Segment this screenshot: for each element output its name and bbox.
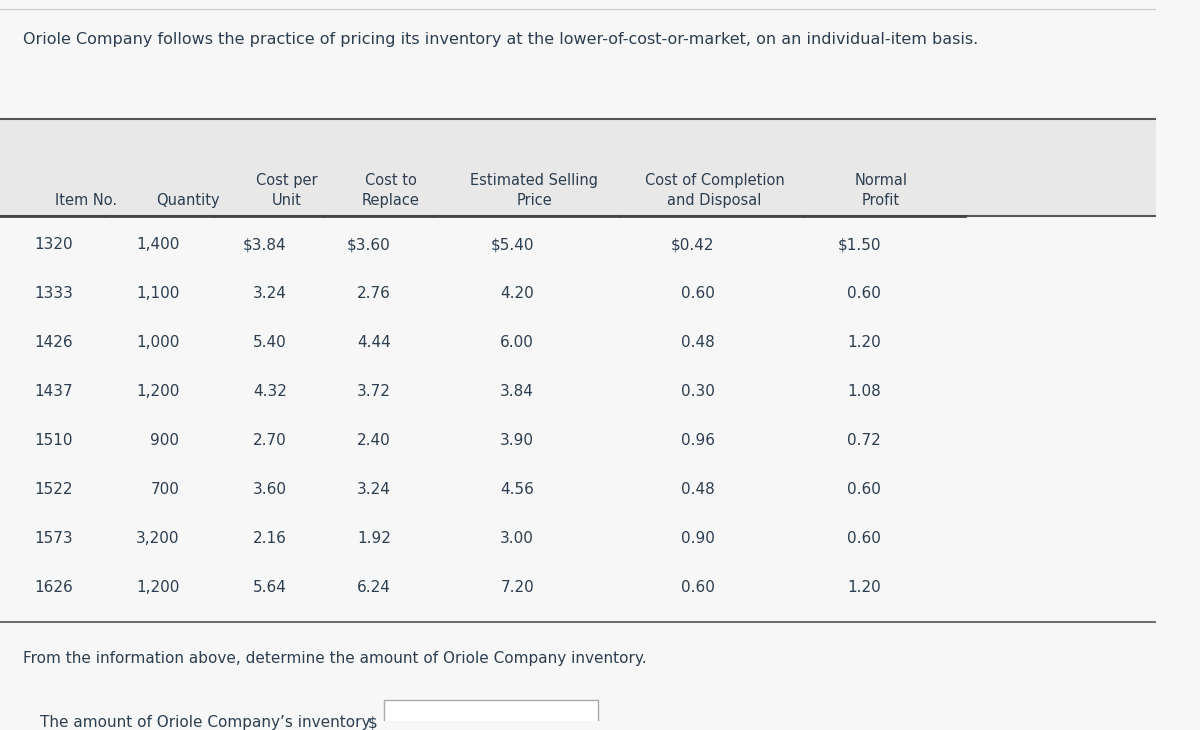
Text: 900: 900 [150, 434, 179, 448]
Text: 0.48: 0.48 [680, 335, 714, 350]
FancyBboxPatch shape [0, 119, 1156, 216]
Text: 1510: 1510 [35, 434, 73, 448]
Text: 1426: 1426 [35, 335, 73, 350]
Text: 0.72: 0.72 [847, 434, 881, 448]
Text: 1522: 1522 [35, 483, 73, 497]
Text: 0.60: 0.60 [680, 286, 714, 301]
Text: 1,100: 1,100 [136, 286, 179, 301]
Text: 1.20: 1.20 [847, 335, 881, 350]
Text: 2.76: 2.76 [356, 286, 391, 301]
Text: Estimated Selling
Price: Estimated Selling Price [470, 173, 598, 208]
Text: 0.60: 0.60 [847, 483, 881, 497]
Text: 3.84: 3.84 [500, 384, 534, 399]
Text: 5.40: 5.40 [253, 335, 287, 350]
Text: Cost per
Unit: Cost per Unit [256, 173, 318, 208]
Text: 0.48: 0.48 [680, 483, 714, 497]
Text: 1320: 1320 [35, 237, 73, 252]
Text: 1,400: 1,400 [136, 237, 179, 252]
Text: 3.00: 3.00 [500, 531, 534, 546]
Text: 0.90: 0.90 [680, 531, 714, 546]
Text: 0.96: 0.96 [680, 434, 714, 448]
Text: $5.40: $5.40 [491, 237, 534, 252]
Text: 6.00: 6.00 [500, 335, 534, 350]
Text: 4.32: 4.32 [253, 384, 287, 399]
Text: 700: 700 [150, 483, 179, 497]
Text: $3.84: $3.84 [244, 237, 287, 252]
FancyBboxPatch shape [384, 700, 598, 730]
Text: 3.60: 3.60 [253, 483, 287, 497]
Text: 1.08: 1.08 [847, 384, 881, 399]
Text: 3.24: 3.24 [253, 286, 287, 301]
Text: 7.20: 7.20 [500, 580, 534, 596]
Text: Cost to
Replace: Cost to Replace [362, 173, 420, 208]
Text: 5.64: 5.64 [253, 580, 287, 596]
Text: Normal
Profit: Normal Profit [854, 173, 907, 208]
Text: 3,200: 3,200 [136, 531, 179, 546]
Text: $1.50: $1.50 [838, 237, 881, 252]
Text: 2.16: 2.16 [253, 531, 287, 546]
Text: 1.92: 1.92 [356, 531, 391, 546]
Text: 0.60: 0.60 [680, 580, 714, 596]
Text: 1333: 1333 [35, 286, 73, 301]
Text: 2.40: 2.40 [358, 434, 391, 448]
Text: Oriole Company follows the practice of pricing its inventory at the lower-of-cos: Oriole Company follows the practice of p… [23, 32, 978, 47]
Text: Item No.: Item No. [55, 193, 118, 208]
Text: 1,200: 1,200 [136, 580, 179, 596]
Text: 0.60: 0.60 [847, 531, 881, 546]
Text: 2.70: 2.70 [253, 434, 287, 448]
Text: 3.90: 3.90 [500, 434, 534, 448]
Text: 0.30: 0.30 [680, 384, 714, 399]
Text: $3.60: $3.60 [347, 237, 391, 252]
Text: 1,000: 1,000 [136, 335, 179, 350]
Text: 1437: 1437 [35, 384, 73, 399]
Text: 4.44: 4.44 [358, 335, 391, 350]
Text: Quantity: Quantity [156, 193, 220, 208]
Text: 1.20: 1.20 [847, 580, 881, 596]
Text: $0.42: $0.42 [671, 237, 714, 252]
Text: 6.24: 6.24 [356, 580, 391, 596]
Text: From the information above, determine the amount of Oriole Company inventory.: From the information above, determine th… [23, 650, 647, 666]
Text: 1,200: 1,200 [136, 384, 179, 399]
Text: 1626: 1626 [35, 580, 73, 596]
Text: 3.72: 3.72 [356, 384, 391, 399]
Text: 3.24: 3.24 [356, 483, 391, 497]
Text: 0.60: 0.60 [847, 286, 881, 301]
Text: The amount of Oriole Company’s inventory: The amount of Oriole Company’s inventory [41, 715, 371, 730]
Text: $: $ [367, 715, 378, 730]
Text: Cost of Completion
and Disposal: Cost of Completion and Disposal [644, 173, 785, 208]
Text: 4.56: 4.56 [500, 483, 534, 497]
Text: 1573: 1573 [35, 531, 73, 546]
Text: 4.20: 4.20 [500, 286, 534, 301]
